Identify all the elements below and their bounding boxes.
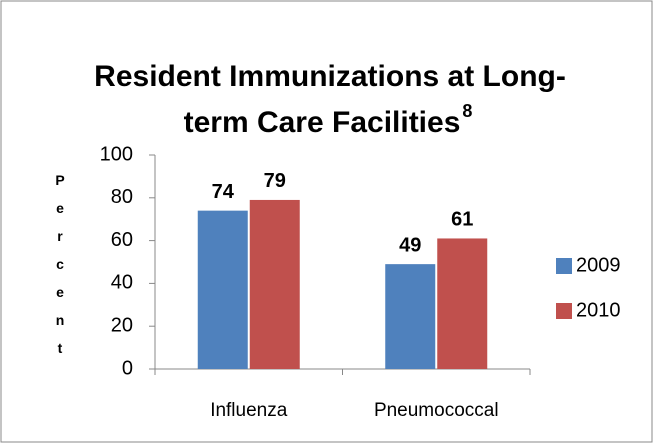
legend-swatch <box>556 303 572 319</box>
data-label: 79 <box>264 170 286 192</box>
data-label: 49 <box>399 234 421 256</box>
chart-title: Resident Immunizations at Long- <box>94 60 566 93</box>
x-tick-label: Pneumococcal <box>374 400 499 421</box>
legend-label: 2010 <box>576 299 621 321</box>
y-tick-label: 20 <box>111 314 133 336</box>
legend-label: 2009 <box>576 254 621 276</box>
bar <box>385 264 436 369</box>
bar <box>437 238 488 369</box>
data-label: 61 <box>451 209 473 231</box>
x-tick-label: Influenza <box>210 400 288 421</box>
bar <box>197 210 248 369</box>
y-axis-label: Percent <box>52 172 68 368</box>
y-tick-label: 80 <box>111 186 133 208</box>
y-tick-label: 60 <box>111 229 133 251</box>
y-tick-label: 100 <box>100 143 133 165</box>
chart-title: term Care Facilities <box>184 106 461 139</box>
y-tick-label: 0 <box>122 357 133 379</box>
data-label: 74 <box>212 181 235 203</box>
bar <box>249 199 300 369</box>
y-tick-label: 40 <box>111 272 133 294</box>
legend-swatch <box>556 258 572 274</box>
title-superscript: 8 <box>462 101 472 121</box>
